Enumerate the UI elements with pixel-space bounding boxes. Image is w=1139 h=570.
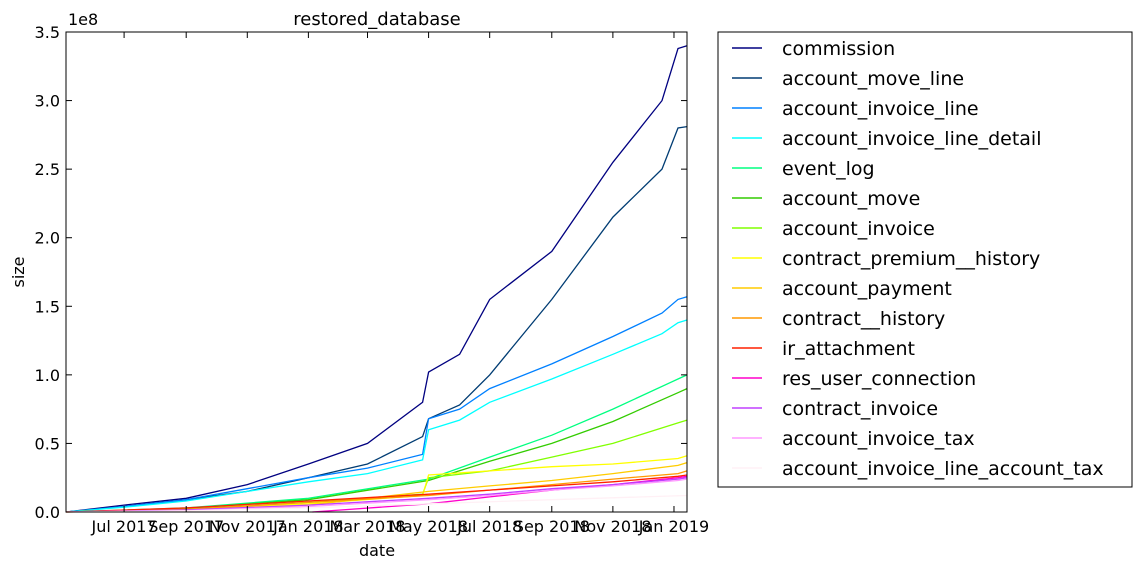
y-tick-label: 2.0 xyxy=(35,229,60,248)
x-tick-label: Jul 2018 xyxy=(456,517,522,536)
series-line-account-invoice-tax xyxy=(65,478,688,513)
legend-label: commission xyxy=(782,38,895,60)
y-axis-label: size xyxy=(9,256,28,287)
x-tick-label: Mar 2018 xyxy=(329,517,405,536)
y-tick-label: 1.5 xyxy=(35,297,60,316)
y-tick-label: 0.0 xyxy=(35,503,60,522)
legend-label: contract_invoice xyxy=(782,398,938,420)
y-tick-label: 3.0 xyxy=(35,92,60,111)
legend-label: account_invoice_line_account_tax xyxy=(782,458,1104,480)
series-line-account-invoice-line-detail xyxy=(65,319,688,513)
series-line-account-invoice-line-account-tax xyxy=(65,494,688,513)
legend-label: account_move xyxy=(782,188,920,210)
x-tick-label: Sep 2018 xyxy=(514,517,590,536)
legend-label: ir_attachment xyxy=(782,338,915,360)
legend-label: account_invoice xyxy=(782,218,935,240)
legend-label: event_log xyxy=(782,158,875,180)
x-tick-label: May 2018 xyxy=(389,517,468,536)
x-tick-label: Jul 2017 xyxy=(91,517,157,536)
series-line-account-invoice-line xyxy=(65,296,688,513)
legend-box xyxy=(717,31,1133,488)
series-line-account-move xyxy=(65,388,688,513)
y-tick-label: 3.5 xyxy=(35,23,60,42)
x-tick-label: Jan 2018 xyxy=(272,517,343,536)
legend-label: contract__history xyxy=(782,308,945,330)
x-tick-label: Nov 2017 xyxy=(209,517,286,536)
legend-label: account_invoice_line_detail xyxy=(782,128,1042,150)
x-tick-label: Sep 2017 xyxy=(148,517,224,536)
y-scale-label: 1e8 xyxy=(68,10,98,29)
series-line-commission xyxy=(65,45,688,513)
legend-label: res_user_connection xyxy=(782,368,976,390)
legend-label: account_invoice_line xyxy=(782,98,979,120)
legend-label: account_move_line xyxy=(782,68,964,90)
plot-frame xyxy=(65,31,688,513)
x-axis-label: date xyxy=(359,541,395,560)
series-line-event-log xyxy=(65,374,688,513)
chart-title: restored_database xyxy=(293,9,460,30)
series-lines xyxy=(65,45,688,513)
x-tick-label: Nov 2018 xyxy=(574,517,651,536)
y-tick-label: 0.5 xyxy=(35,434,60,453)
series-line-contract-invoice xyxy=(65,477,688,513)
y-tick-label: 2.5 xyxy=(35,160,60,179)
y-tick-label: 1.0 xyxy=(35,366,60,385)
legend: commission account_move_line account_invoi… xyxy=(732,38,1104,480)
series-line-ir-attachment xyxy=(65,474,688,513)
x-tick-label: Jan 2019 xyxy=(638,517,709,536)
legend-label: account_invoice_tax xyxy=(782,428,975,450)
legend-label: account_payment xyxy=(782,278,952,300)
series-line-account-move-line xyxy=(65,125,688,513)
legend-label: contract_premium__history xyxy=(782,248,1040,270)
